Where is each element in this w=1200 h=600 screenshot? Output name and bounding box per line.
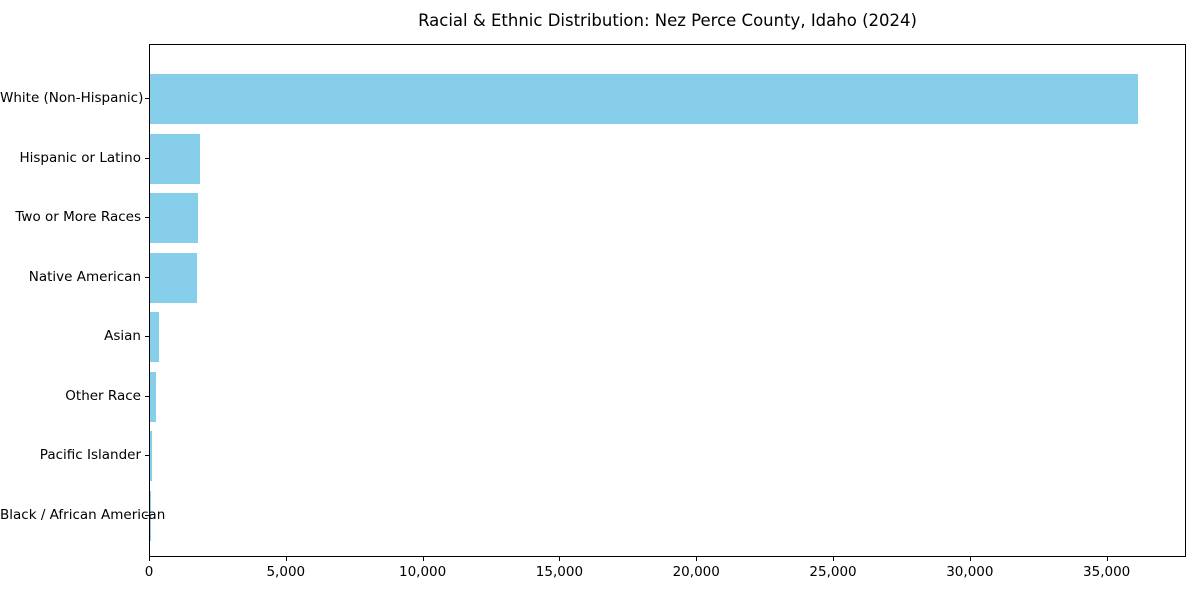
bar — [150, 371, 157, 422]
bar — [150, 133, 201, 184]
x-tick-label: 15,000 — [535, 564, 584, 580]
y-tick-mark — [145, 157, 149, 159]
bar — [150, 252, 198, 303]
x-tick-mark — [833, 557, 835, 561]
x-tick-label: 10,000 — [398, 564, 447, 580]
x-tick-mark — [696, 557, 698, 561]
plot-area — [149, 44, 1186, 557]
x-tick-mark — [149, 557, 150, 561]
y-tick-label: Other Race — [65, 387, 141, 404]
x-tick-label: 20,000 — [672, 564, 720, 580]
y-tick-label: Pacific Islander — [39, 447, 141, 463]
y-tick-label: Native American — [28, 268, 141, 285]
x-tick-label: 5,000 — [266, 564, 306, 580]
x-tick-mark — [969, 557, 971, 561]
bar — [150, 431, 153, 481]
x-tick-label: 30,000 — [946, 564, 994, 580]
y-tick-label: Two or More Races — [15, 209, 141, 225]
y-tick-label: White (Non-Hispanic) — [0, 90, 144, 106]
x-tick-mark — [1106, 557, 1108, 561]
bar — [150, 193, 199, 243]
bar — [150, 74, 1138, 124]
y-tick-mark — [145, 276, 149, 278]
y-tick-label: Asian — [104, 328, 141, 344]
chart-title: Racial & Ethnic Distribution: Nez Perce … — [418, 11, 917, 30]
x-tick-label: 35,000 — [1083, 564, 1131, 580]
bar — [150, 312, 160, 362]
y-tick-mark — [145, 455, 149, 456]
x-tick-mark — [559, 557, 561, 561]
y-tick-label: Black / African American — [0, 506, 166, 523]
bar — [150, 490, 152, 541]
y-tick-mark — [145, 217, 149, 218]
x-tick-label: 25,000 — [809, 564, 857, 580]
y-tick-label: Hispanic or Latino — [19, 149, 141, 166]
y-tick-mark — [145, 98, 149, 99]
x-tick-label: 0 — [144, 564, 154, 580]
y-tick-mark — [145, 395, 149, 397]
y-tick-mark — [145, 514, 149, 516]
x-tick-mark — [285, 557, 287, 561]
x-tick-mark — [422, 557, 424, 561]
y-tick-mark — [145, 336, 149, 337]
